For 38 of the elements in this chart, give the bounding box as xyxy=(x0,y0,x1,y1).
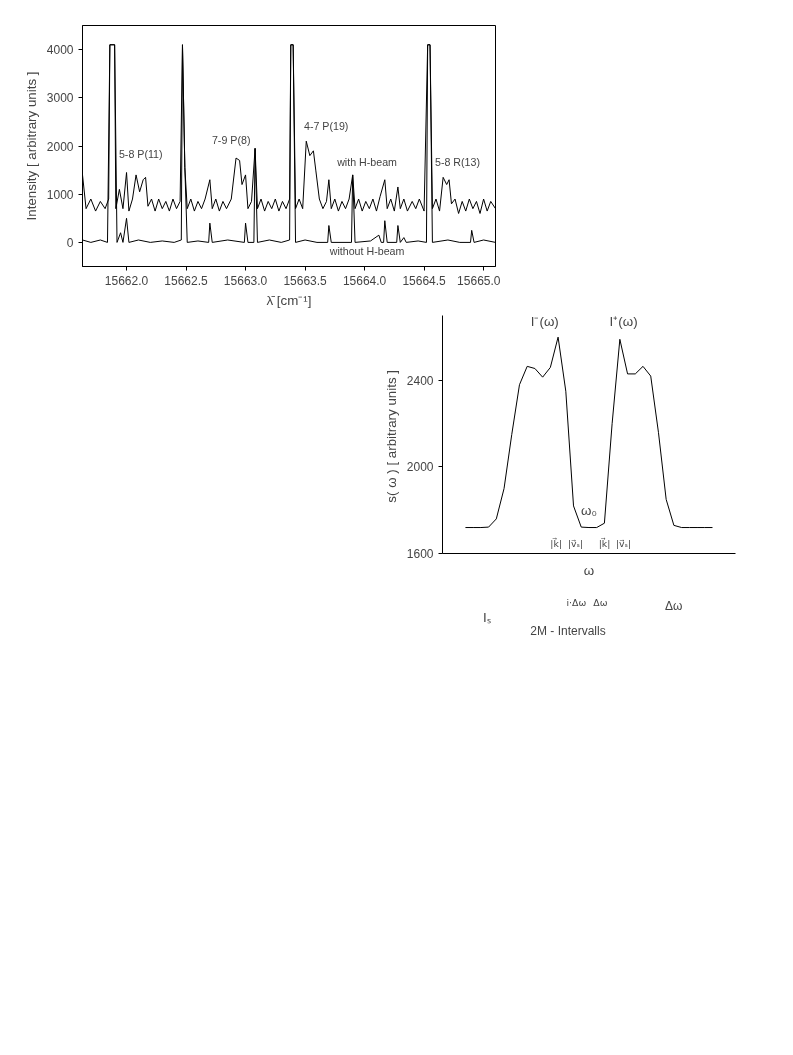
y-tick-label: 1600 xyxy=(406,547,434,561)
y-tick-label: 4000 xyxy=(46,43,74,58)
annotation: |v⃗ₛ| xyxy=(567,537,584,549)
annotation: 5-8 R(13) xyxy=(435,155,481,168)
x-tick-label: 15664.5 xyxy=(402,273,447,288)
x-tick-label: 15663.5 xyxy=(283,273,328,288)
y-tick-label: 0 xyxy=(66,235,74,250)
x-tick-label: 15665.0 xyxy=(457,273,501,288)
y-tick-label: 2000 xyxy=(46,139,74,154)
annotation: 5-8 P(11) xyxy=(118,148,163,161)
annotation: 7-9 P(8) xyxy=(211,134,251,146)
annotation: ω₀ xyxy=(581,502,597,518)
y-tick-label: 3000 xyxy=(46,91,74,106)
x-tick-label: 15662.0 xyxy=(104,273,149,288)
x-axis-title: ω xyxy=(583,562,595,578)
text: i·Δω xyxy=(566,597,587,609)
x-tick-label: 15662.5 xyxy=(164,273,209,288)
y-tick-label: 2400 xyxy=(406,373,434,388)
y-axis-title: Intensity [ arbitrary units ] xyxy=(23,71,39,221)
annotation: without H-beam xyxy=(328,244,405,257)
annotation: |v⃗ₛ| xyxy=(615,537,632,549)
x-axis-title: λ̄ [cm⁻¹] xyxy=(266,292,312,308)
x-tick-label: 15663.0 xyxy=(223,273,268,288)
text: Δω xyxy=(664,598,683,613)
annotation: I⁺(ω) xyxy=(609,313,638,329)
annotation: |k⃗| xyxy=(550,537,563,549)
y-tick-label: 1000 xyxy=(46,187,74,202)
x-tick-label: 15664.0 xyxy=(342,273,387,288)
annotation: 4-7 P(19) xyxy=(303,119,349,132)
y-tick-label: 2000 xyxy=(406,460,434,475)
annotation: |k⃗| xyxy=(598,537,611,549)
annotation: I⁻(ω) xyxy=(530,313,559,329)
text: Iₛ xyxy=(482,609,491,625)
annotation: with H-beam xyxy=(336,155,398,168)
text: 2M - Intervalls xyxy=(530,624,606,639)
y-axis-title: s( ω ) [ arbitrary units ] xyxy=(383,370,399,503)
text: Δω xyxy=(593,597,608,609)
line-series xyxy=(464,336,713,529)
